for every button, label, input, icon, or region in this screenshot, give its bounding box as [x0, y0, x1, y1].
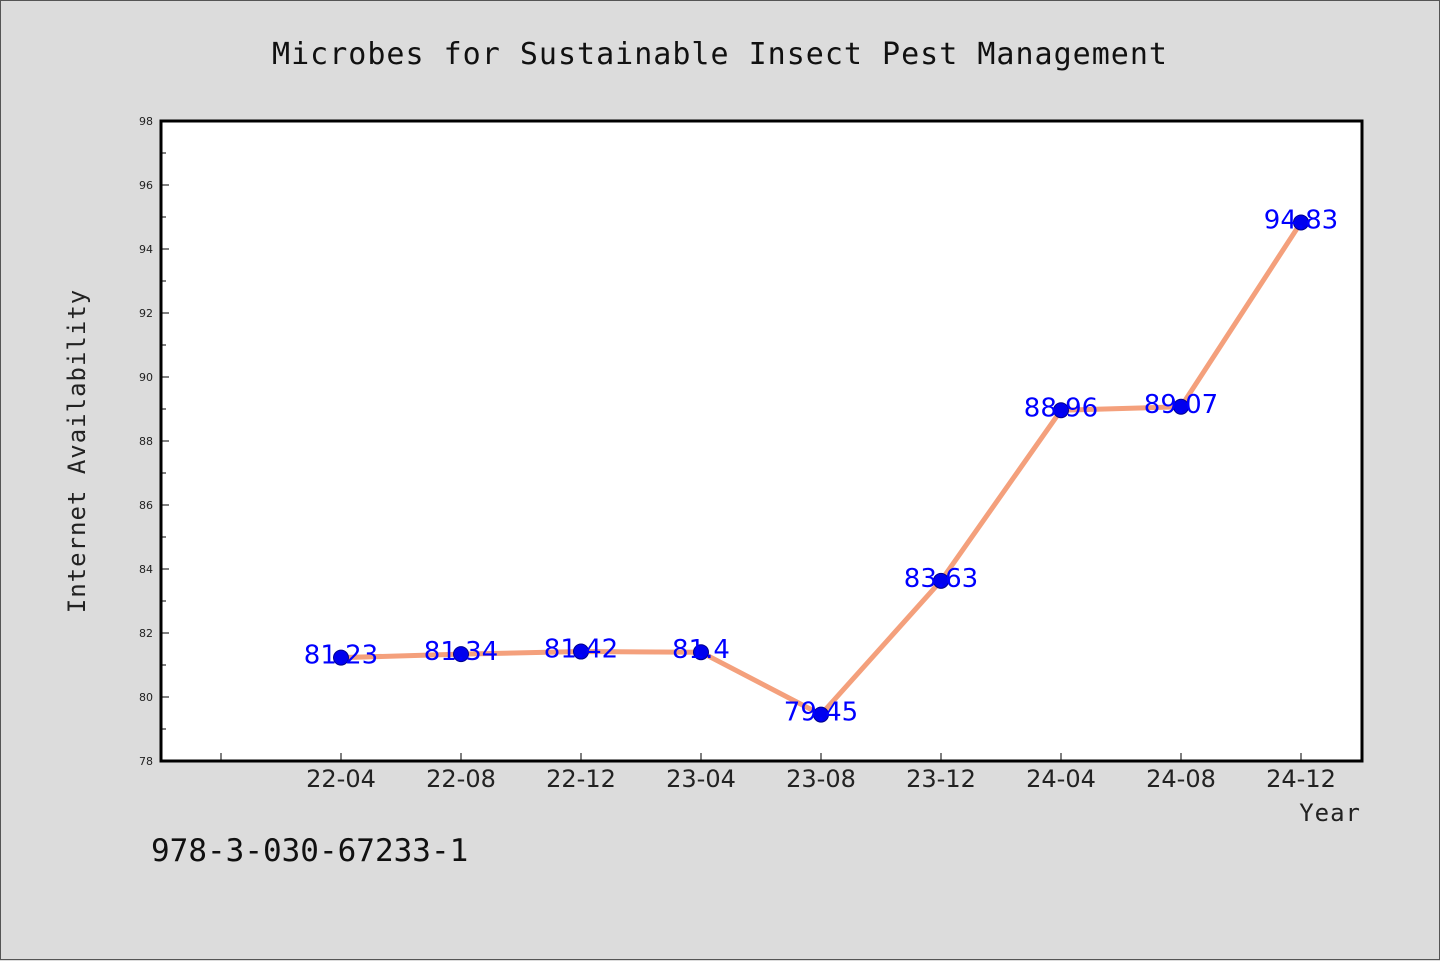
y-tick-label: 92 [139, 307, 153, 320]
data-point [813, 706, 829, 723]
y-tick-label: 90 [139, 371, 153, 384]
data-point [1053, 402, 1069, 419]
x-axis-label: Year [1299, 799, 1361, 827]
x-tick-label: 22-08 [426, 765, 496, 793]
y-tick-label: 94 [139, 243, 153, 256]
y-tick-label: 88 [139, 435, 153, 448]
data-point [453, 646, 469, 663]
x-tick-label: 24-12 [1266, 765, 1336, 793]
data-label: 81.34 [424, 637, 498, 667]
x-tick-label: 24-08 [1146, 765, 1216, 793]
y-tick-label: 84 [139, 563, 153, 576]
x-tick-label: 24-04 [1026, 765, 1096, 793]
data-label: 83.63 [904, 564, 978, 594]
y-axis: 78 80 82 84 86 88 90 92 94 96 98 [139, 115, 169, 768]
data-point [333, 649, 349, 666]
x-tick-label: 22-04 [306, 765, 376, 793]
data-label: 81.4 [672, 635, 730, 665]
isbn-label: 978-3-030-67233-1 [151, 833, 469, 869]
y-tick-label: 82 [139, 627, 153, 640]
x-axis: 22-04 22-08 22-12 23-04 23-08 23-12 24-04 24-08… [220, 753, 1336, 793]
data-point [1293, 214, 1309, 231]
y-tick-label: 80 [139, 691, 153, 704]
data-point [693, 644, 709, 661]
x-tick-label: 23-08 [786, 765, 856, 793]
data-label: 79.45 [784, 698, 858, 728]
data-label: 88.96 [1024, 393, 1098, 423]
data-label: 81.42 [544, 635, 618, 665]
data-point [933, 572, 949, 589]
data-label: 81.23 [304, 641, 378, 671]
x-tick-label: 22-12 [546, 765, 616, 793]
x-tick-label: 23-04 [666, 765, 736, 793]
x-tick-label: 23-12 [906, 765, 976, 793]
data-label: 94.83 [1264, 205, 1338, 235]
chart-title: Microbes for Sustainable Insect Pest Man… [272, 37, 1168, 72]
data-point [573, 643, 589, 660]
data-label: 89.07 [1144, 390, 1218, 420]
y-tick-label: 96 [139, 179, 153, 192]
y-axis-label: Internet Availability [63, 289, 91, 613]
series-layer: 81.23 81.34 81.42 81.4 79.45 83.63 88.96 89.07 9… [304, 205, 1338, 727]
plot-area [159, 119, 1364, 763]
y-tick-label: 78 [139, 755, 153, 768]
data-point [1173, 398, 1189, 415]
y-tick-label: 98 [139, 115, 153, 128]
y-tick-label: 86 [139, 499, 153, 512]
